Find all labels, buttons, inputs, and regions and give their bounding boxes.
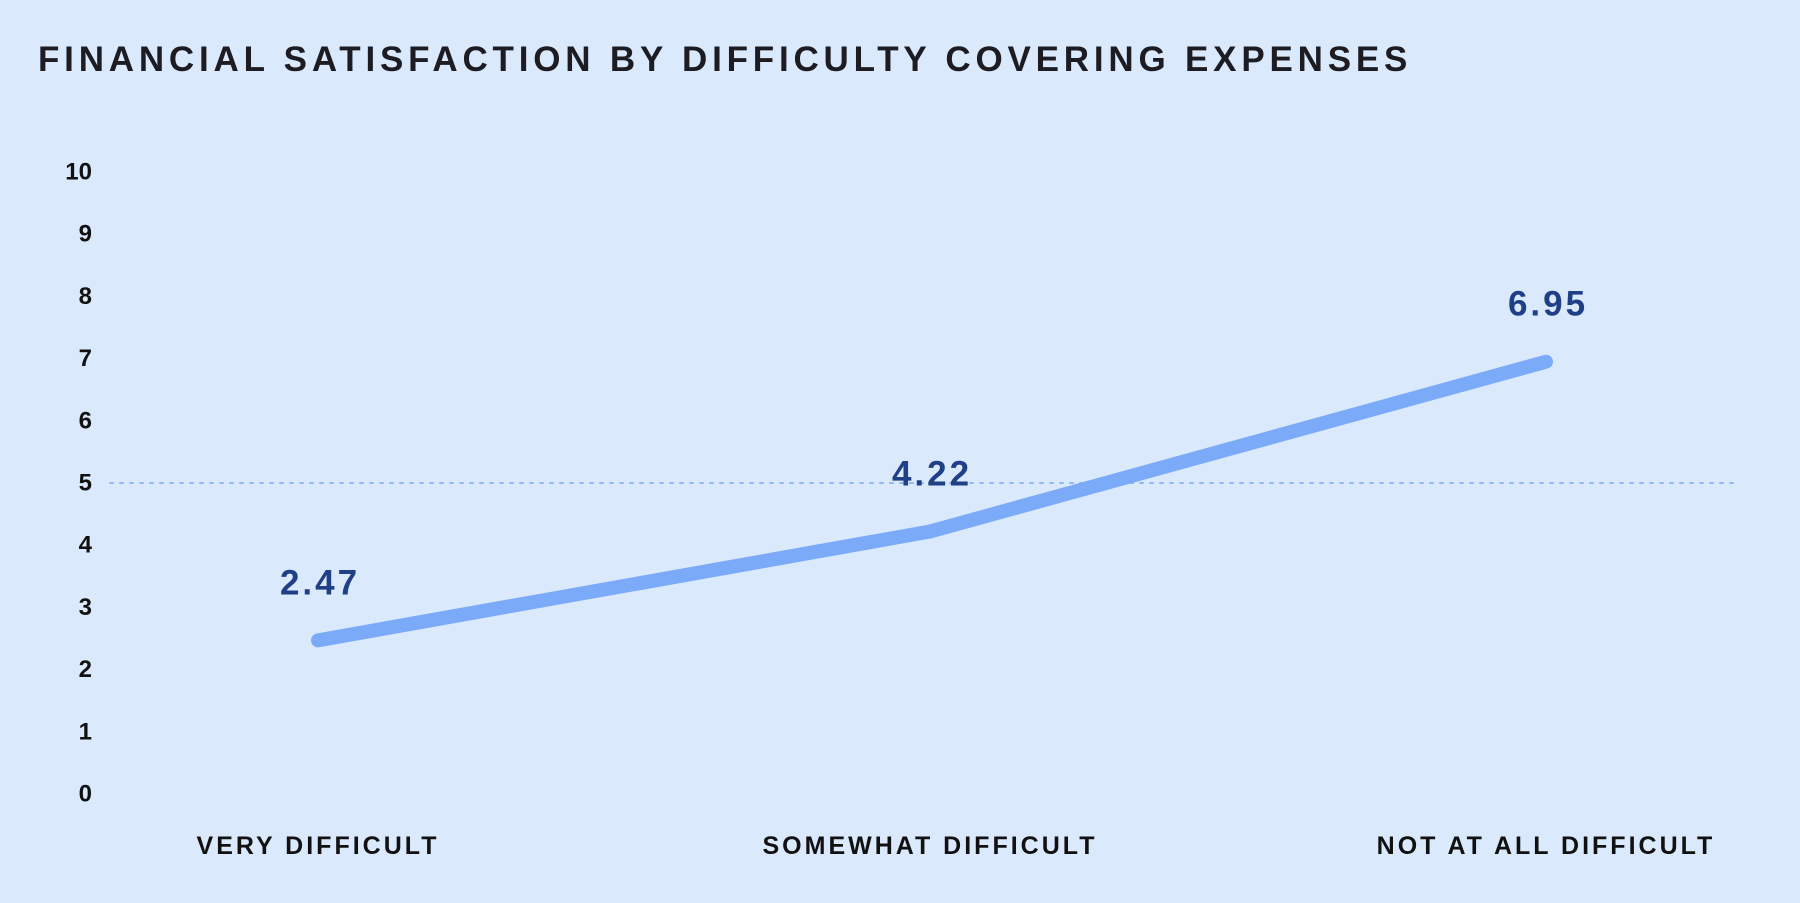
y-tick-label: 3	[79, 594, 92, 621]
y-tick-label: 9	[79, 221, 92, 248]
data-label: 2.47	[280, 563, 360, 602]
data-point	[316, 638, 320, 643]
x-tick-label: NOT AT ALL DIFFICULT	[1377, 832, 1716, 860]
data-label: 4.22	[892, 455, 972, 494]
y-tick-label: 8	[79, 283, 92, 310]
data-label: 6.95	[1508, 285, 1588, 324]
y-tick-label: 10	[65, 159, 92, 186]
y-tick-label: 1	[79, 718, 92, 745]
x-tick-label: SOMEWHAT DIFFICULT	[763, 832, 1098, 860]
data-point	[1544, 359, 1548, 364]
y-tick-label: 6	[79, 407, 92, 434]
x-tick-label: VERY DIFFICULT	[197, 832, 440, 860]
y-tick-label: 4	[79, 532, 93, 559]
y-tick-label: 2	[79, 656, 92, 683]
y-tick-label: 7	[79, 345, 92, 372]
y-tick-label: 5	[79, 470, 92, 497]
series-line	[311, 354, 1553, 648]
y-tick-label: 0	[79, 781, 92, 808]
chart-title: FINANCIAL SATISFACTION BY DIFFICULTY COV…	[38, 40, 1413, 79]
data-point	[928, 529, 932, 534]
